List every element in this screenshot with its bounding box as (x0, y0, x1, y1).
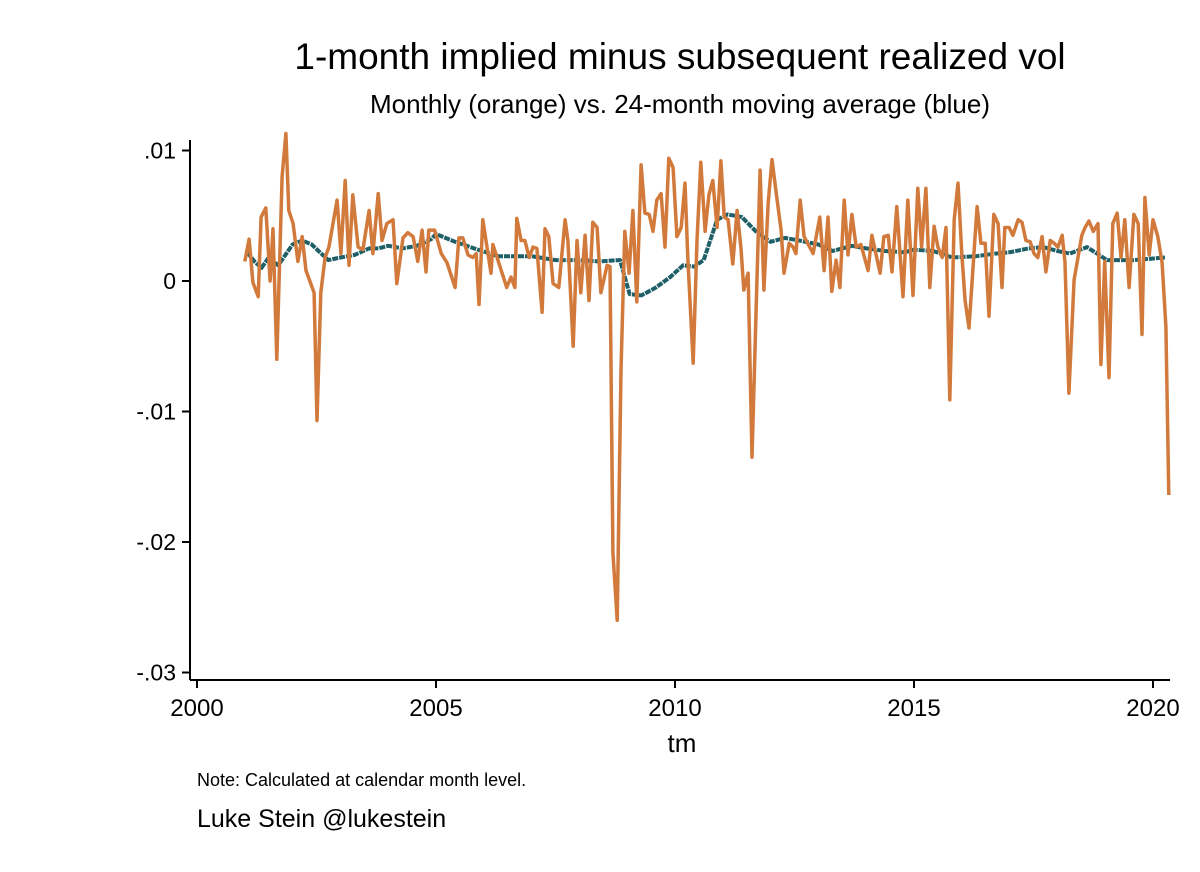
monthly-series-line (243, 131, 1171, 623)
x-tick-label: 2010 (648, 695, 701, 722)
x-axis-label: tm (668, 728, 697, 758)
x-tick-label: 2000 (170, 695, 223, 722)
x-tick-label: 2020 (1126, 695, 1179, 722)
y-tick-label: 0 (163, 268, 176, 294)
x-tick-label: 2005 (409, 695, 462, 722)
y-tick-label: -.03 (136, 660, 176, 686)
chart-title: 1-month implied minus subsequent realize… (294, 36, 1066, 77)
chart-subtitle: Monthly (orange) vs. 24-month moving ave… (370, 89, 990, 119)
y-tick-label: -.02 (136, 529, 176, 555)
y-tick-label: .01 (144, 138, 176, 164)
chart-note: Note: Calculated at calendar month level… (197, 770, 527, 790)
x-tick-label: 2015 (887, 695, 940, 722)
y-tick-label: -.01 (136, 399, 176, 425)
chart-credit: Luke Stein @lukestein (197, 805, 447, 833)
